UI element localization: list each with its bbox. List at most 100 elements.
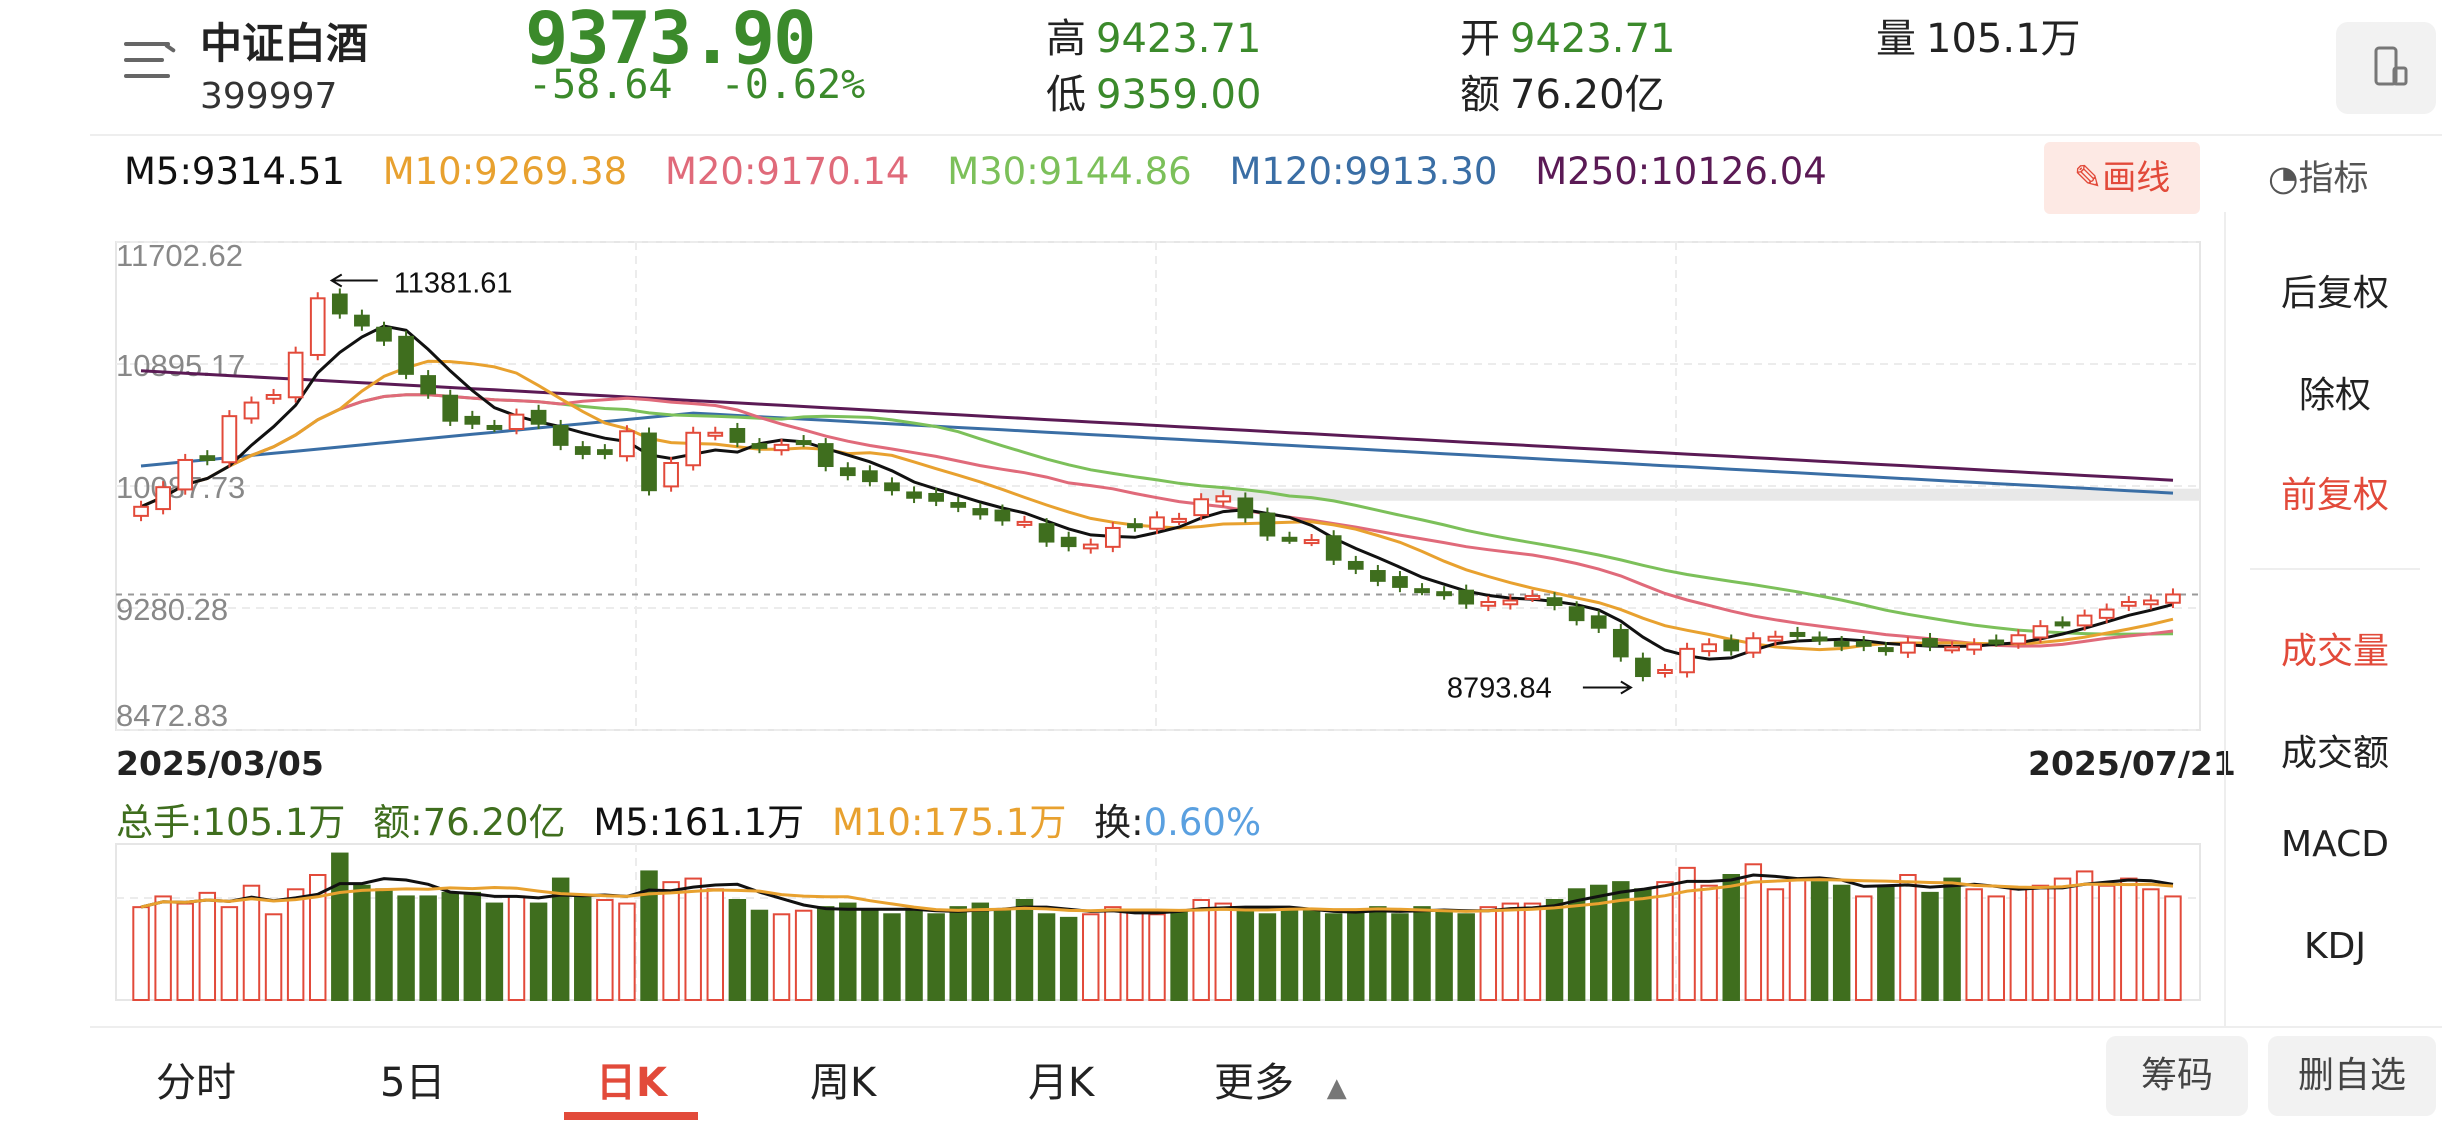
- volume-bar: [1810, 881, 1829, 1001]
- volume-bar: [1479, 906, 1498, 1001]
- tab-intraday[interactable]: 分时: [156, 1060, 236, 1106]
- candle: [1679, 647, 1695, 674]
- volume-bar: [176, 902, 194, 1002]
- turnover-rate-label: 换:: [1094, 801, 1144, 844]
- sidebar-item-kdj[interactable]: KDJ: [2304, 926, 2366, 967]
- phone-rotate-icon: [2374, 46, 2408, 86]
- max-arrow-head: [329, 273, 343, 288]
- tab-monthly-k[interactable]: 月K: [1028, 1060, 1095, 1106]
- remove-watchlist-button[interactable]: 删自选: [2268, 1036, 2436, 1116]
- candle: [795, 440, 812, 446]
- chart-start-date: 2025/03/05: [116, 744, 324, 783]
- candle: [619, 430, 635, 458]
- volume-bar: [1037, 913, 1056, 1001]
- chips-button[interactable]: 筹码: [2106, 1036, 2248, 1116]
- active-tab-indicator: [564, 1112, 698, 1120]
- volume-bar: [463, 891, 482, 1002]
- candle: [1237, 497, 1254, 519]
- tab-5day[interactable]: 5日: [380, 1060, 446, 1106]
- candle: [1303, 539, 1320, 545]
- sidebar-item-post-adjust[interactable]: 后复权: [2280, 273, 2389, 314]
- candle: [2010, 634, 2027, 645]
- candle: [552, 424, 569, 446]
- candle: [354, 314, 370, 327]
- low-label: 低: [1046, 72, 1086, 118]
- candle: [972, 508, 989, 516]
- volume-bar: [1148, 913, 1166, 1001]
- candle: [884, 482, 900, 492]
- candle: [1347, 560, 1364, 570]
- candle: [906, 491, 922, 499]
- tab-weekly-k[interactable]: 周K: [810, 1060, 877, 1106]
- candle: [530, 409, 547, 425]
- candle: [1811, 636, 1828, 642]
- indicator-button[interactable]: ◔指标: [2268, 150, 2369, 201]
- volume-bar: [905, 909, 923, 1001]
- landscape-toggle-button[interactable]: [2336, 22, 2436, 114]
- sidebar-item-macd[interactable]: MACD: [2281, 824, 2389, 865]
- candle: [508, 413, 525, 430]
- amount-label: 额: [1460, 72, 1500, 118]
- candle: [1149, 516, 1165, 530]
- tab-daily-k[interactable]: 日K: [596, 1060, 667, 1106]
- amount-value: 76.20亿: [1510, 72, 1665, 118]
- stock-name: 中证白酒: [200, 19, 369, 68]
- sidebar-item-volume[interactable]: 成交量: [2280, 631, 2389, 672]
- volume-bar: [485, 902, 504, 1002]
- candle: [641, 432, 657, 492]
- menu-icon[interactable]: [124, 38, 177, 84]
- sidebar-item-turnover[interactable]: 成交额: [2280, 733, 2389, 774]
- volume-bar: [596, 899, 614, 1001]
- volume-bar: [618, 902, 636, 1002]
- volume-label: 量: [1876, 16, 1916, 62]
- open-value: 9423.71: [1510, 16, 1676, 62]
- candle: [2054, 621, 2071, 627]
- candle: [1590, 615, 1607, 629]
- stock-code: 399997: [200, 76, 338, 117]
- candle: [1789, 631, 1806, 637]
- bottom-divider: [90, 1026, 2442, 1028]
- change-percent: -0.62%: [720, 62, 866, 108]
- volume-bar: [1413, 906, 1431, 1001]
- draw-line-button[interactable]: ✎画线: [2044, 142, 2200, 214]
- volume-bar: [662, 881, 680, 1001]
- volume-bar: [397, 895, 415, 1001]
- low-field: 低 9359.00: [1046, 62, 1261, 120]
- ma30-label: M30:9144.86: [947, 150, 1192, 193]
- candle: [1259, 512, 1276, 537]
- candle: [1635, 657, 1651, 678]
- total-volume: 总手:105.1万: [116, 801, 346, 844]
- candle: [1900, 641, 1916, 654]
- sidebar-item-pre-adjust[interactable]: 前复权: [2280, 475, 2389, 516]
- ma20-label: M20:9170.14: [664, 150, 910, 193]
- candle: [177, 458, 194, 491]
- volume-bar: [684, 877, 702, 1002]
- volume-bar: [2097, 884, 2116, 1001]
- volume-bar: [1258, 913, 1277, 1001]
- max-price-label: 11381.61: [394, 268, 513, 300]
- volume-bar: [198, 891, 217, 1002]
- volume-bar: [993, 909, 1012, 1001]
- sidebar-divider: [2250, 568, 2420, 570]
- candle: [1657, 668, 1673, 674]
- volume-bar: [816, 906, 835, 1001]
- candle: [199, 455, 216, 461]
- candle: [1723, 639, 1740, 652]
- volume-bar: [2142, 888, 2160, 1001]
- candle: [2098, 608, 2115, 619]
- candle: [1524, 594, 1541, 600]
- candle: [376, 326, 392, 342]
- volume-bar: [353, 884, 371, 1001]
- volume-bar: [1082, 913, 1100, 1001]
- draw-line-label: 画线: [2102, 158, 2171, 198]
- volume-chart[interactable]: [0, 840, 2220, 1010]
- tab-more[interactable]: 更多 ▲: [1214, 1050, 1347, 1108]
- volume-bar: [309, 874, 327, 1001]
- sidebar-item-ex-right[interactable]: 除权: [2298, 375, 2371, 416]
- ma20-line: [140, 393, 2174, 648]
- kline-chart[interactable]: 11702.6210895.1710087.739280.288472.8311…: [0, 230, 2220, 790]
- volume-bar: [2053, 877, 2072, 1002]
- candle: [243, 401, 260, 420]
- volume-bar: [1302, 909, 1321, 1001]
- candle: [1480, 600, 1497, 607]
